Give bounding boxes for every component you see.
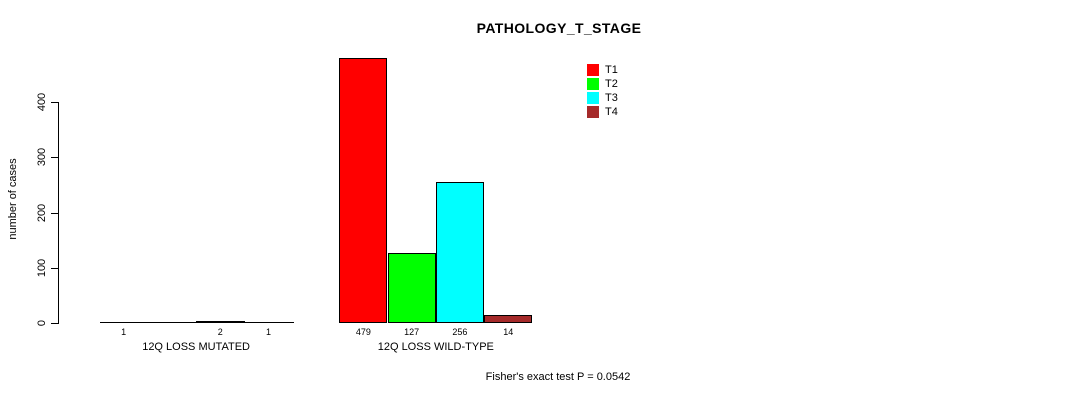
- bar-value-label: 1: [121, 327, 127, 337]
- bar-value-label: 479: [355, 327, 371, 337]
- y-axis-label: number of cases: [7, 158, 19, 240]
- bar-t1-group2: [339, 58, 388, 323]
- y-tick-mark: [51, 102, 58, 103]
- legend: T1 T2 T3 T4: [587, 63, 618, 119]
- y-tick-mark: [51, 323, 58, 324]
- bar-t3-group1: [196, 321, 246, 323]
- bar-t3-group2: [435, 181, 485, 323]
- legend-item-t2: T2: [587, 77, 618, 91]
- bar-value-label: 127: [404, 327, 420, 337]
- y-tick-label: 100: [36, 258, 48, 277]
- legend-swatch-t2: [587, 78, 599, 90]
- legend-swatch-t1: [587, 64, 599, 76]
- y-tick-label: 200: [36, 203, 48, 222]
- legend-label-t3: T3: [605, 92, 618, 104]
- y-axis-line: [58, 102, 59, 324]
- legend-item-t4: T4: [587, 105, 618, 119]
- legend-item-t3: T3: [587, 91, 618, 105]
- legend-swatch-t3: [587, 92, 599, 104]
- legend-label-t2: T2: [605, 78, 618, 90]
- y-tick-label: 0: [36, 319, 48, 327]
- bar-t4-group2: [484, 315, 533, 323]
- group-label-1: 12Q LOSS MUTATED: [142, 341, 250, 353]
- y-tick-label: 300: [36, 148, 48, 167]
- legend-swatch-t4: [587, 106, 599, 118]
- y-tick-mark: [51, 212, 58, 214]
- bar-value-label: 14: [503, 327, 514, 337]
- legend-item-t1: T1: [587, 63, 618, 77]
- legend-label-t4: T4: [605, 106, 618, 118]
- y-tick-mark: [51, 157, 58, 159]
- bar-t1-group1: [99, 322, 149, 323]
- bar-value-label: 2: [217, 327, 223, 337]
- bar-t2-group1: [147, 322, 198, 323]
- y-tick-label: 400: [36, 92, 48, 112]
- bar-value-label: 256: [452, 327, 468, 337]
- annotation-text: Fisher's exact test P = 0.0542: [485, 371, 631, 383]
- bar-value-label: 1: [266, 327, 272, 337]
- bar-t4-group1: [244, 322, 294, 323]
- bar-t2-group2: [387, 252, 436, 323]
- y-tick-mark: [51, 267, 58, 269]
- chart-title: PATHOLOGY_T_STAGE: [476, 20, 642, 36]
- legend-label-t1: T1: [605, 64, 618, 76]
- group-label-2: 12Q LOSS WILD-TYPE: [377, 341, 494, 353]
